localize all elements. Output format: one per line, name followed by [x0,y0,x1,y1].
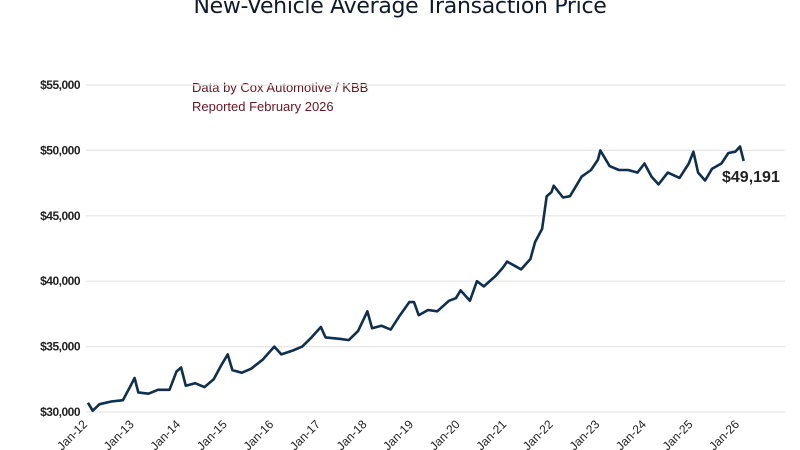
x-tick-label: Jan-19 [380,417,416,450]
x-tick-label: Jan-20 [427,417,463,450]
y-tick-label: $55,000 [40,78,81,92]
x-tick-label: Jan-26 [706,417,742,450]
source-line: Data by Cox Automotive / KBB [192,80,369,95]
x-tick-label: Jan-16 [241,417,277,450]
x-tick-label: Jan-15 [194,417,230,450]
y-tick-label: $50,000 [40,143,81,157]
end-value-label: $49,191 [722,169,780,186]
y-tick-label: $45,000 [40,209,81,223]
y-tick-label: $40,000 [40,274,81,288]
x-tick-label: Jan-23 [567,417,603,450]
source-annotation: Data by Cox Automotive / KBB Reported Fe… [192,78,368,116]
x-tick-label: Jan-24 [613,417,649,450]
x-tick-label: Jan-14 [147,417,183,450]
x-tick-label: Jan-22 [520,417,556,450]
reported-line: Reported February 2026 [192,99,334,114]
x-tick-label: Jan-18 [334,417,370,450]
price-line [86,145,745,412]
y-tick-label: $35,000 [40,340,81,354]
x-tick-label: Jan-13 [101,417,137,450]
x-tick-label: Jan-21 [473,417,509,450]
chart-title: New-Vehicle Average Transaction Price [193,0,607,19]
x-tick-label: Jan-12 [54,417,90,450]
x-tick-label: Jan-25 [660,417,696,450]
x-tick-label: Jan-17 [287,417,323,450]
y-tick-label: $30,000 [40,405,81,419]
